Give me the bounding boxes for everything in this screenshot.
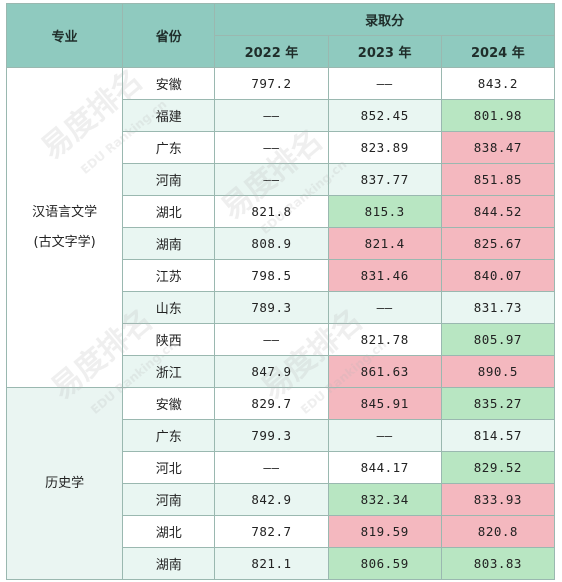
major-cell: 历史学 [5,387,124,580]
score-cell: 842.9 [214,483,329,516]
score-cell: 837.77 [327,163,442,196]
score-cell: 806.59 [327,547,442,580]
table-row: 福建 —— 852.45 801.98 [7,99,556,132]
table-row: 广东 —— 823.89 838.47 [7,131,556,164]
score-cell: 829.52 [440,451,556,484]
score-cell: 838.47 [440,131,556,164]
province-cell: 广东 [122,131,216,164]
score-cell: 821.1 [214,547,329,580]
province-cell: 河南 [122,163,216,196]
province-cell: 湖北 [122,195,216,228]
province-cell: 广东 [122,419,216,452]
score-cell: 890.5 [440,355,556,388]
score-cell: 845.91 [327,387,442,420]
province-cell: 浙江 [122,355,216,388]
header-year-2023: 2023 年 [327,35,442,68]
header-province: 省份 [122,3,216,68]
score-cell: 833.93 [440,483,556,516]
score-cell: 821.8 [214,195,329,228]
major-name-line: 汉语言文学 [32,204,98,220]
score-cell: 821.78 [327,323,442,356]
province-cell: 河南 [122,483,216,516]
score-cell: 814.57 [440,419,556,452]
table-row: 湖北 821.8 815.3 844.52 [7,195,556,228]
table-row: 历史学 安徽 829.7 845.91 835.27 [5,387,556,580]
score-cell: 847.9 [214,355,329,388]
table-body: 汉语言文学 (古文字学) 安徽 797.2 —— 843.2 福建 —— 852.45 801.9… [5,67,556,580]
score-cell: 797.2 [214,67,329,100]
header-year-2022: 2022 年 [214,35,329,68]
score-cell: 789.3 [214,291,329,324]
table-row: 广东 799.3 —— 814.57 [7,419,556,452]
score-cell: 819.59 [327,515,442,548]
score-cell: 799.3 [214,419,329,452]
province-cell: 湖南 [122,227,216,260]
table-row: 汉语言文学 (古文字学) 安徽 797.2 —— 843.2 [5,67,556,388]
score-cell: 844.52 [440,195,556,228]
header-score-group: 录取分 [214,3,555,36]
score-cell: 844.17 [327,451,442,484]
score-cell: 829.7 [214,387,329,420]
table-row: 湖南 821.1 806.59 803.83 [7,547,556,580]
table-row: 陕西 —— 821.78 805.97 [7,323,556,356]
score-cell: —— [327,419,442,452]
score-cell: 852.45 [327,99,442,132]
province-cell: 河北 [122,451,216,484]
score-cell: —— [327,291,442,324]
table-row: 湖北 782.7 819.59 820.8 [7,515,556,548]
score-cell: 835.27 [440,387,556,420]
province-cell: 安徽 [122,387,216,420]
table-row: 湖南 808.9 821.4 825.67 [7,227,556,260]
header-major: 专业 [5,3,124,68]
header-year-2024: 2024 年 [440,35,556,68]
score-cell: 831.46 [327,259,442,292]
province-cell: 陕西 [122,323,216,356]
score-cell: 782.7 [214,515,329,548]
score-cell: 821.4 [327,227,442,260]
score-cell: 825.67 [440,227,556,260]
province-cell: 安徽 [122,67,216,100]
table-row: 山东 789.3 —— 831.73 [7,291,556,324]
score-cell: 851.85 [440,163,556,196]
score-cell: 823.89 [327,131,442,164]
score-cell: 861.63 [327,355,442,388]
table-row: 江苏 798.5 831.46 840.07 [7,259,556,292]
score-cell: —— [214,99,329,132]
score-cell: 801.98 [440,99,556,132]
province-cell: 湖北 [122,515,216,548]
province-cell: 江苏 [122,259,216,292]
score-cell: 820.8 [440,515,556,548]
score-cell: 805.97 [440,323,556,356]
score-cell: 843.2 [440,67,556,100]
table-header: 专业 省份 录取分 2022 年 2023 年 2024 年 [5,3,556,68]
table-row: 浙江 847.9 861.63 890.5 [7,355,556,388]
admission-score-table: 专业 省份 录取分 2022 年 2023 年 2024 年 汉语言文学 (古文字… [5,3,556,580]
table-row: 河南 —— 837.77 851.85 [7,163,556,196]
score-cell: —— [214,131,329,164]
score-cell: 808.9 [214,227,329,260]
score-cell: —— [214,451,329,484]
major-name-line: (古文字学) [33,234,96,250]
score-cell: 798.5 [214,259,329,292]
score-cell: 815.3 [327,195,442,228]
score-cell: —— [214,323,329,356]
score-cell: 803.83 [440,547,556,580]
major-cell: 汉语言文学 (古文字学) [5,67,124,388]
score-cell: —— [214,163,329,196]
province-cell: 福建 [122,99,216,132]
province-cell: 山东 [122,291,216,324]
score-cell: 831.73 [440,291,556,324]
score-cell: —— [327,67,442,100]
score-cell: 832.34 [327,483,442,516]
score-cell: 840.07 [440,259,556,292]
table-row: 河南 842.9 832.34 833.93 [7,483,556,516]
province-cell: 湖南 [122,547,216,580]
major-name-line: 历史学 [45,475,85,491]
